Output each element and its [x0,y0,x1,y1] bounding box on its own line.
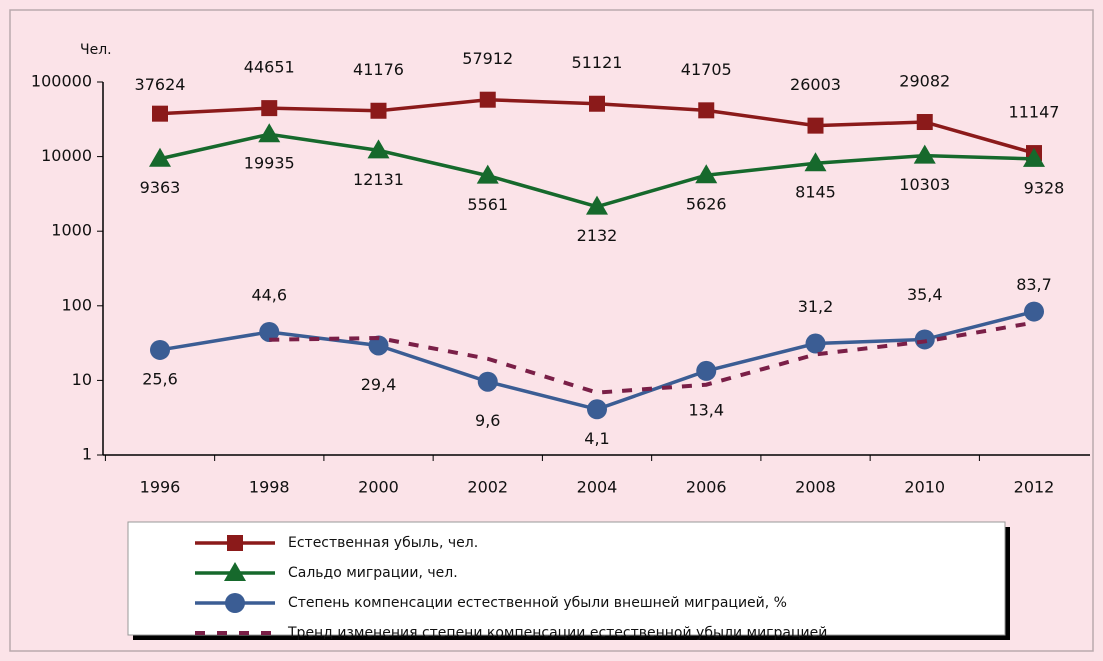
data-label: 4,1 [584,429,609,448]
x-tick-label: 1998 [249,478,290,497]
marker [227,535,243,551]
marker [258,123,281,143]
marker [587,399,607,420]
x-tick-label: 1996 [140,478,181,497]
data-label: 8145 [795,183,836,202]
data-label: 44,6 [251,285,287,304]
marker [476,164,499,184]
y-tick-label: 10 [72,370,92,389]
legend-item: Сальдо миграции, чел. [195,562,458,581]
legend-label: Естественная убыль, чел. [288,535,478,551]
data-label: 41176 [353,60,404,79]
data-label: 37624 [135,75,186,94]
data-label: 25,6 [142,369,178,388]
legend-label: Тренд изменения степени компенсации есте… [287,625,827,641]
y-axis-label: Чел. [80,42,112,58]
marker [695,164,718,184]
data-label: 44651 [244,58,295,77]
marker [913,144,936,164]
x-tick-label: 2006 [686,478,727,497]
marker [1024,301,1044,322]
marker [261,100,278,117]
data-label: 2132 [577,226,618,245]
y-tick-label: 1000 [51,221,92,240]
marker [149,147,171,167]
data-label: 51121 [572,53,623,72]
marker [225,593,245,613]
marker [1023,147,1045,167]
data-label: 19935 [244,154,295,173]
legend-box [127,521,1006,636]
marker [224,562,246,581]
marker [696,360,717,381]
data-label: 31,2 [798,297,834,316]
data-label: 83,7 [1016,275,1052,294]
x-tick-label: 2008 [795,478,836,497]
marker [586,195,608,215]
data-label: 29,4 [361,375,397,394]
marker [479,91,496,108]
y-tick-label: 100 [61,295,92,314]
data-label: 9328 [1024,178,1065,197]
marker [259,321,280,342]
data-label: 29082 [899,72,950,91]
data-label: 5561 [467,195,508,214]
data-label: 41705 [681,60,732,79]
marker [152,105,168,122]
marker [804,152,827,172]
data-label: 12131 [353,170,404,189]
data-label: 5626 [686,195,727,214]
data-label: 13,4 [688,400,724,419]
y-tick-label: 10000 [41,146,92,165]
data-label: 35,4 [907,285,943,304]
marker [368,335,389,356]
legend-label: Сальдо миграции, чел. [288,565,458,581]
data-label: 9,6 [475,411,500,430]
marker [698,102,715,119]
legend-item: Тренд изменения степени компенсации есте… [195,625,827,641]
marker [370,102,387,119]
x-tick-label: 2002 [467,478,508,497]
y-tick-label: 100000 [31,72,92,91]
x-tick-label: 2010 [904,478,945,497]
data-label: 10303 [899,175,950,194]
marker [367,139,390,159]
legend-item: Степень компенсации естественной убыли в… [195,593,787,613]
x-tick-label: 2004 [577,478,618,497]
data-label: 26003 [790,75,841,94]
marker [807,117,824,134]
y-tick-label: 1 [82,445,92,464]
data-label: 9363 [140,178,181,197]
marker [150,339,170,360]
x-tick-label: 2012 [1014,478,1055,497]
marker [916,114,933,131]
data-label: 57912 [462,49,513,68]
x-tick-label: 2000 [358,478,399,497]
legend-item: Естественная убыль, чел. [195,535,478,551]
marker [589,95,605,112]
marker [805,333,826,354]
marker [477,371,498,392]
trend-line [269,320,1035,395]
data-label: 11147 [1009,103,1060,122]
legend-label: Степень компенсации естественной убыли в… [288,595,787,611]
